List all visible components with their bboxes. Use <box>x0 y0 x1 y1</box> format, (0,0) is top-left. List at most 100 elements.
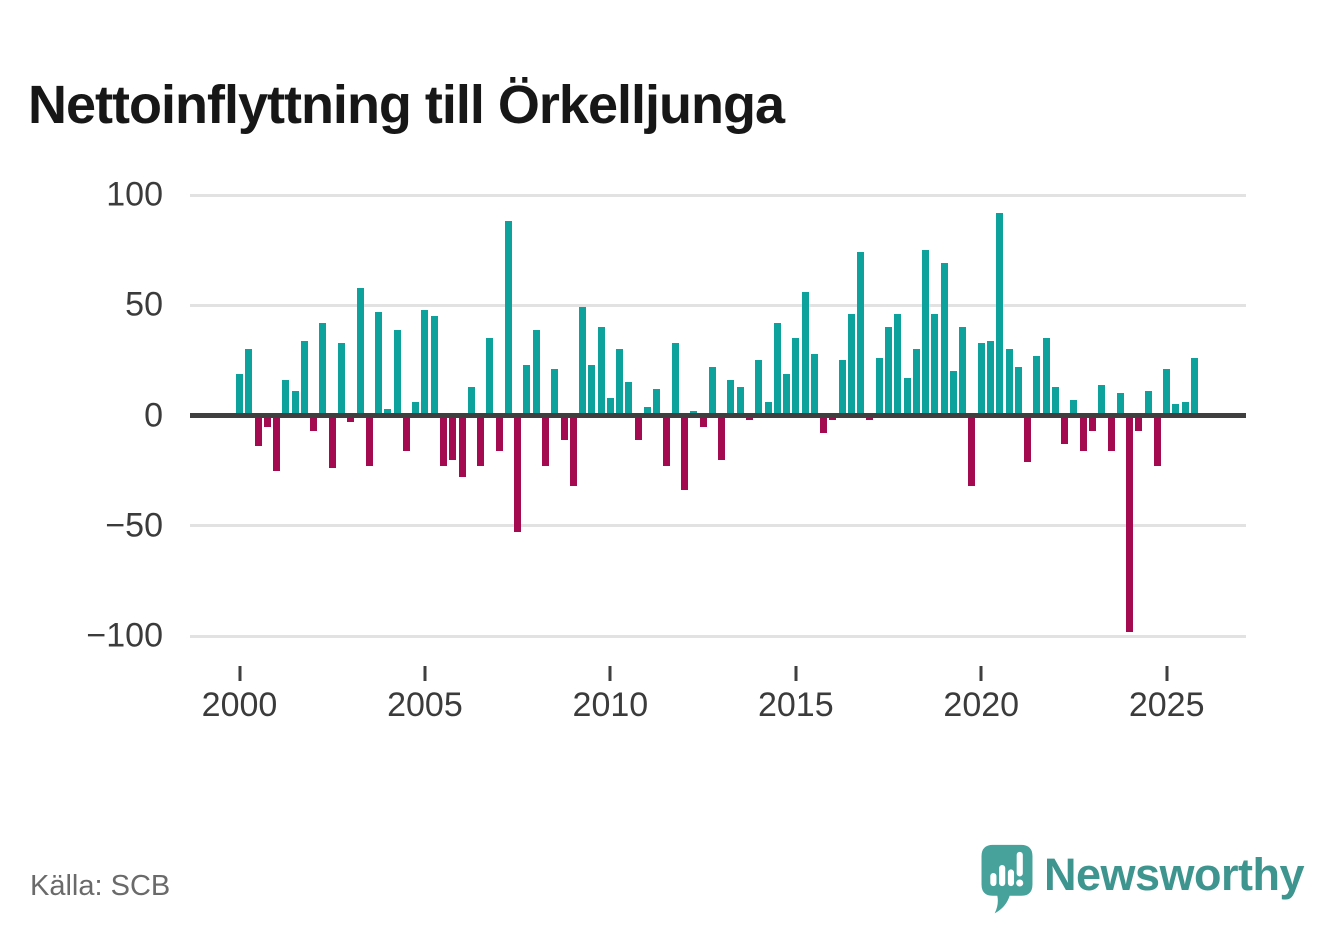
bar-2008Q2 <box>541 415 549 467</box>
bar-2000Q1 <box>236 373 243 416</box>
bar-2010Q2 <box>616 349 624 416</box>
bar-2013Q3 <box>736 386 744 416</box>
bar-2024Q1 <box>1126 415 1134 632</box>
bar-2008Q1 <box>532 329 540 416</box>
bar-2009Q1 <box>569 415 577 487</box>
bar-2006Q2 <box>467 386 475 416</box>
bar-2009Q3 <box>588 364 596 416</box>
bar-2006Q1 <box>458 415 466 478</box>
bar-2021Q1 <box>1014 366 1022 416</box>
y-axis-tick-label: −100 <box>86 616 163 655</box>
bar-2012Q3 <box>699 415 707 427</box>
bar-2015Q3 <box>810 353 818 416</box>
bar-2002Q2 <box>319 322 327 416</box>
bar-2019Q1 <box>940 263 948 416</box>
bar-2012Q1 <box>681 415 689 491</box>
bar-2002Q3 <box>328 415 336 469</box>
bar-2007Q4 <box>523 364 531 416</box>
bar-2018Q4 <box>931 314 939 416</box>
bar-2001Q1 <box>273 415 281 471</box>
bar-2011Q1 <box>643 406 651 416</box>
bar-2025Q1 <box>1163 369 1171 416</box>
bar-2005Q3 <box>439 415 447 467</box>
bar-2015Q2 <box>801 292 809 416</box>
x-axis-tick-label: 2005 <box>387 686 463 724</box>
source-caption: Källa: SCB <box>30 870 171 902</box>
bar-2013Q2 <box>727 380 735 416</box>
x-axis-tick-label: 2025 <box>1128 686 1205 724</box>
bar-2025Q2 <box>1172 404 1180 416</box>
bar-2015Q1 <box>792 338 800 416</box>
bar-2020Q1 <box>977 342 985 416</box>
bar-2022Q1 <box>1051 386 1059 416</box>
bar-2004Q3 <box>402 415 410 451</box>
bar-2003Q1 <box>347 415 355 423</box>
newsworthy-logo-icon <box>981 844 1033 914</box>
bar-2018Q1 <box>903 378 911 416</box>
bar-2011Q2 <box>653 389 661 416</box>
y-axis-tick-label: 100 <box>106 175 163 214</box>
gridline-y--100 <box>190 634 1246 638</box>
x-axis-tick-2010 <box>608 666 612 681</box>
bar-2025Q3 <box>1181 402 1189 416</box>
bar-2008Q4 <box>560 415 568 440</box>
bar-2003Q3 <box>365 415 373 467</box>
bar-2024Q2 <box>1135 415 1143 431</box>
bar-2015Q4 <box>820 415 828 434</box>
bar-2022Q3 <box>1070 400 1078 416</box>
bar-2000Q2 <box>245 349 253 416</box>
newsworthy-logo-text: Newsworthy <box>1044 849 1305 900</box>
x-axis-tick-2005 <box>423 666 427 681</box>
x-axis-tick-label: 2015 <box>757 686 834 724</box>
bar-2020Q2 <box>987 340 995 416</box>
bar-2023Q1 <box>1089 415 1097 431</box>
bar-2021Q2 <box>1024 415 1032 462</box>
bar-2014Q2 <box>764 402 772 416</box>
x-axis-tick-2000 <box>238 666 241 681</box>
gridline-y-100 <box>190 193 1246 197</box>
newsworthy-logo[interactable]: Newsworthy <box>978 840 1305 932</box>
bar-2006Q4 <box>486 338 494 416</box>
bar-2011Q4 <box>671 342 679 416</box>
x-axis-tick-label: 2000 <box>201 686 278 724</box>
bar-2007Q1 <box>495 415 503 451</box>
bar-2008Q3 <box>551 369 559 416</box>
bar-2019Q3 <box>959 327 967 416</box>
zero-axis-line <box>190 413 1246 418</box>
bar-2001Q4 <box>300 340 308 416</box>
bar-2005Q1 <box>421 309 429 416</box>
bar-2003Q4 <box>375 311 383 416</box>
bar-2022Q2 <box>1061 415 1069 445</box>
bar-2011Q3 <box>662 415 670 467</box>
bar-2021Q3 <box>1033 355 1041 416</box>
gridline-y-50 <box>190 303 1246 307</box>
bar-2021Q4 <box>1042 338 1050 416</box>
bar-2003Q2 <box>356 287 364 416</box>
bar-2006Q3 <box>477 415 485 467</box>
bar-2002Q1 <box>310 415 318 431</box>
bar-2017Q2 <box>875 358 883 416</box>
bar-2017Q3 <box>885 327 893 416</box>
bar-2019Q2 <box>949 371 957 416</box>
bar-2009Q2 <box>579 307 587 416</box>
bar-2024Q4 <box>1153 415 1161 467</box>
bar-2009Q4 <box>597 327 605 416</box>
bar-2025Q4 <box>1191 358 1199 416</box>
bar-2007Q2 <box>504 221 512 416</box>
bar-2018Q2 <box>912 349 920 416</box>
bar-2004Q2 <box>393 329 401 416</box>
bar-2023Q4 <box>1116 393 1124 416</box>
bar-2016Q2 <box>838 360 846 416</box>
bar-2005Q2 <box>430 316 438 416</box>
bar-2014Q1 <box>755 360 763 416</box>
bar-2000Q4 <box>263 415 271 427</box>
bar-2005Q4 <box>449 415 457 460</box>
bar-2017Q4 <box>894 314 902 416</box>
bar-2016Q3 <box>847 314 855 416</box>
bar-2004Q4 <box>412 402 420 416</box>
bar-2019Q4 <box>968 415 976 487</box>
bar-2020Q4 <box>1005 349 1013 416</box>
bar-2010Q1 <box>606 397 614 416</box>
